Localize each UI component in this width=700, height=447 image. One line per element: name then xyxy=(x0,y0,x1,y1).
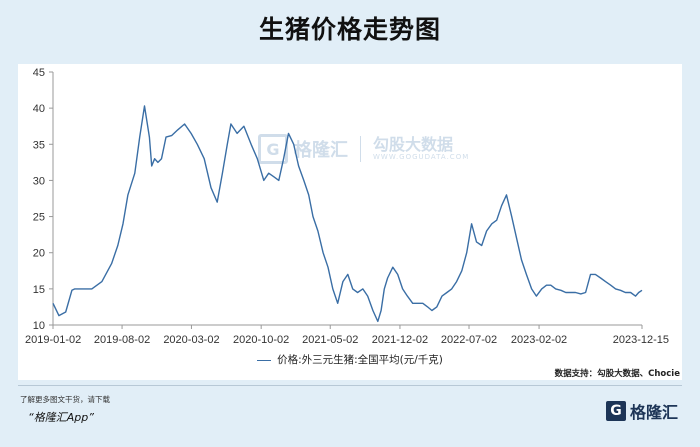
x-tick-label: 2021-12-02 xyxy=(372,334,428,346)
y-tick-label: 35 xyxy=(33,139,45,151)
footer-download-text: 了解更多图文干货，请下载 xyxy=(20,395,110,404)
x-tick-label: 2021-05-02 xyxy=(302,334,358,346)
watermark-brand: 格隆汇 xyxy=(294,140,348,161)
series-layer xyxy=(52,105,643,323)
y-tick-label: 30 xyxy=(33,175,45,187)
y-tick-label: 45 xyxy=(33,67,45,79)
watermark-divider xyxy=(360,136,361,162)
x-tick-label: 2020-03-02 xyxy=(163,334,219,346)
footer-app-name: “格隆汇App” xyxy=(28,411,94,424)
brand-logo-icon: G xyxy=(605,401,626,421)
x-tick-label: 2023-12-15 xyxy=(613,334,669,346)
y-tick-label: 15 xyxy=(33,284,45,296)
x-tick-label: 2020-10-02 xyxy=(233,334,289,346)
brand-logo-text: 格隆汇 xyxy=(629,403,678,422)
watermark-source-name: 勾股大数据 xyxy=(373,135,454,154)
footer-divider xyxy=(18,385,682,386)
x-tick-label: 2023-02-02 xyxy=(511,334,567,346)
y-tick-label: 20 xyxy=(33,248,45,260)
y-tick-label: 40 xyxy=(33,103,45,115)
chart-title: 生猪价格走势图 xyxy=(258,15,441,44)
watermark-logo-icon: G xyxy=(258,134,288,164)
source-note: 数据支持：勾股大数据、Chocie xyxy=(554,369,680,379)
ticks: 10 15 20 25 30 35 40 45 2019-01-02 2019-08-02 2020… xyxy=(25,67,669,346)
x-tick-label: 2022-07-02 xyxy=(441,334,497,346)
axes xyxy=(52,72,642,326)
series-line xyxy=(52,105,643,323)
x-tick-label: 2019-01-02 xyxy=(25,334,81,346)
watermark: G 格隆汇 勾股大数据 WWW.GOGUDATA.COM xyxy=(258,134,469,164)
legend-label: 价格:外三元生猪:全国平均(元/千克) xyxy=(277,354,443,366)
chart-panel xyxy=(18,64,682,380)
brand-logo: G 格隆汇 xyxy=(605,399,678,423)
y-tick-label: 10 xyxy=(33,320,45,332)
y-tick-label: 25 xyxy=(33,212,45,224)
x-tick-label: 2019-08-02 xyxy=(94,334,150,346)
legend: 价格:外三元生猪:全国平均(元/千克) xyxy=(0,352,700,367)
legend-swatch xyxy=(257,359,272,361)
watermark-source-url: WWW.GOGUDATA.COM xyxy=(373,153,470,161)
